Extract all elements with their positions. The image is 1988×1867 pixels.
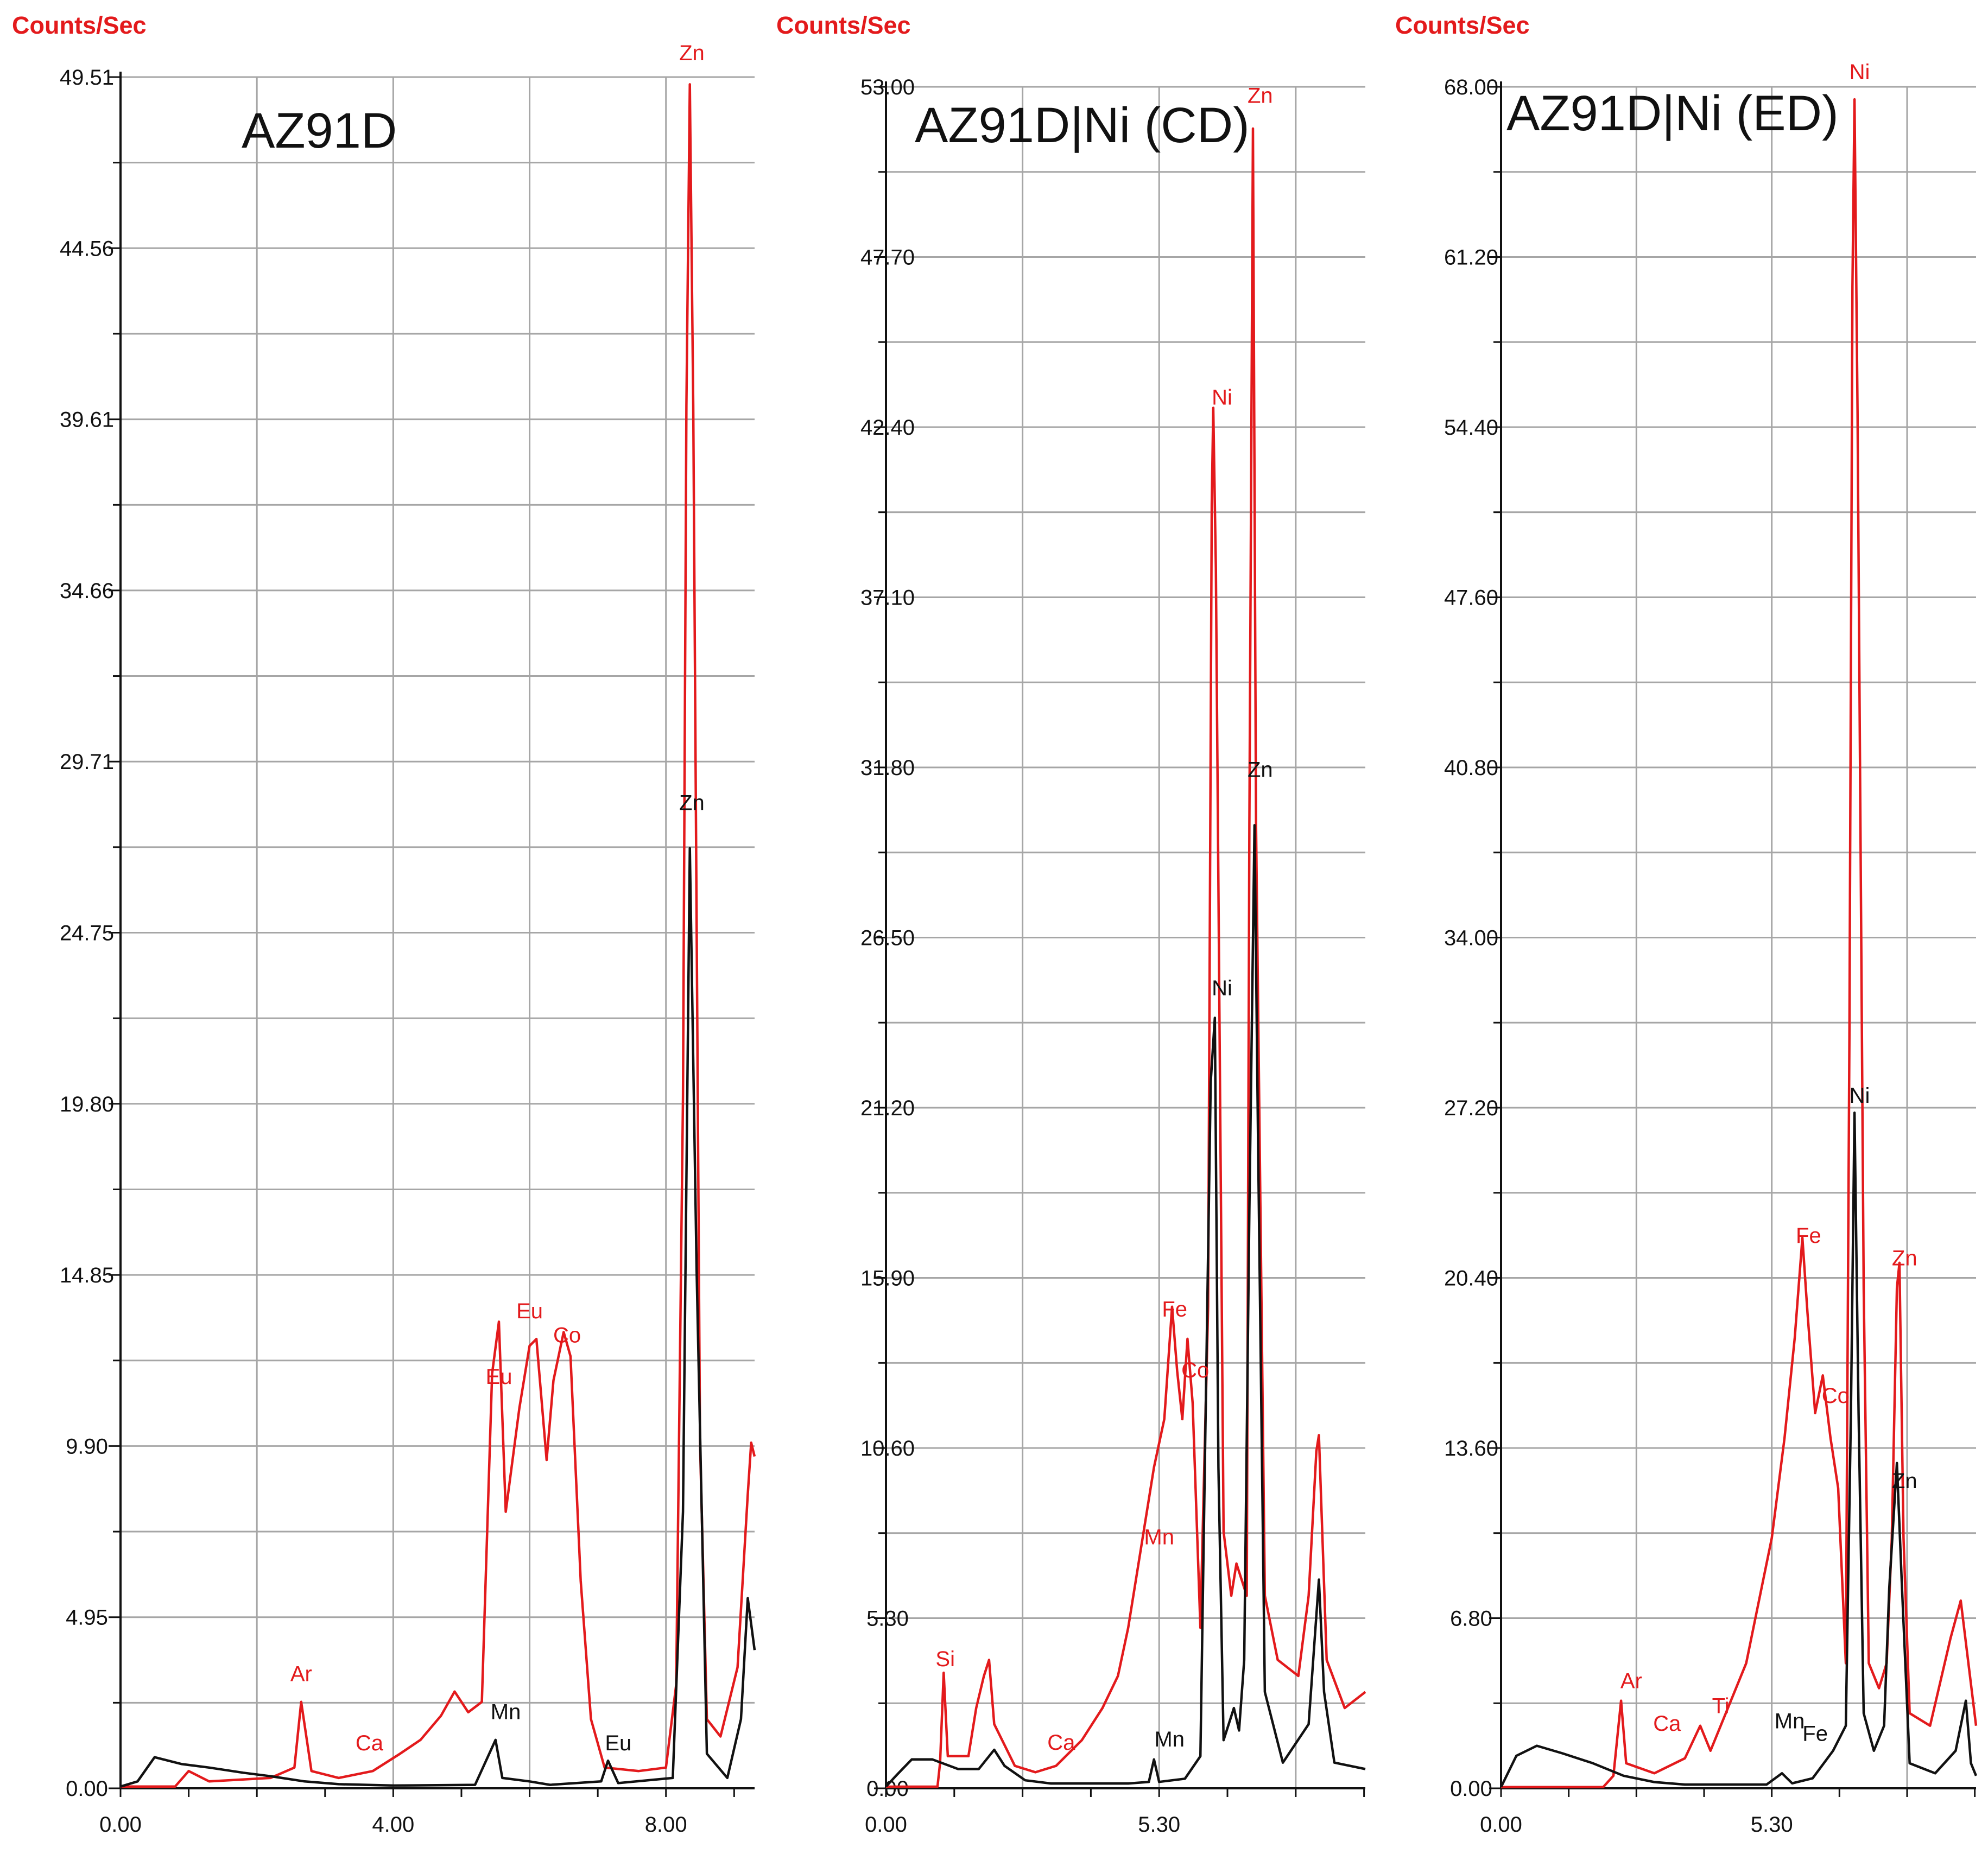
y-tick-label: 27.20 — [1444, 1096, 1498, 1120]
peak-label: Zn — [679, 41, 705, 65]
y-tick-label: 54.40 — [1444, 416, 1498, 440]
y-axis-title: Counts/Sec — [776, 11, 911, 39]
chart-title: AZ91D|Ni (ED) — [1506, 86, 1839, 141]
y-tick-label: 5.30 — [866, 1607, 909, 1631]
spectrum-line-black — [1499, 1111, 1978, 1788]
peak-label: Mn — [1775, 1709, 1805, 1733]
peak-label: Mn — [1154, 1728, 1185, 1751]
y-tick-label: 39.61 — [60, 408, 114, 432]
y-tick-label: 53.00 — [860, 75, 915, 99]
x-tick-label: 0.00 — [1480, 1813, 1522, 1837]
y-tick-label: 68.00 — [1444, 75, 1498, 99]
chart-title: AZ91D — [242, 103, 397, 158]
peak-label: Ar — [290, 1662, 312, 1686]
x-tick-label: 0.00 — [865, 1813, 907, 1837]
peak-label: Co — [553, 1323, 581, 1347]
peak-label: Zn — [1248, 84, 1273, 108]
x-tick-label: 8.00 — [645, 1813, 687, 1837]
peak-label: Co — [1181, 1358, 1209, 1382]
y-tick-label: 34.66 — [60, 579, 114, 603]
y-tick-label: 49.51 — [60, 66, 114, 90]
peak-label: Zn — [679, 791, 705, 815]
y-tick-label: 15.90 — [860, 1267, 915, 1291]
x-tick-label: 5.30 — [1138, 1813, 1180, 1837]
spectrum-line-black — [885, 824, 1366, 1788]
peak-label: Ti — [1712, 1694, 1730, 1718]
y-tick-label: 13.60 — [1444, 1437, 1498, 1460]
y-tick-label: 34.00 — [1444, 926, 1498, 950]
y-tick-label: 9.90 — [66, 1434, 108, 1458]
y-tick-label: 37.10 — [860, 586, 915, 610]
peak-label: Fe — [1162, 1297, 1187, 1321]
peak-label: Si — [935, 1647, 955, 1671]
peak-label: Ni — [1212, 386, 1232, 410]
peak-label: Ca — [356, 1731, 384, 1755]
y-tick-label: 0.00 — [66, 1777, 108, 1801]
y-tick-label: 20.40 — [1444, 1267, 1498, 1291]
peak-label: Mn — [1144, 1525, 1174, 1549]
peak-label: Eu — [486, 1365, 512, 1389]
x-tick-label: 0.00 — [99, 1813, 142, 1837]
y-tick-label: 40.80 — [1444, 756, 1498, 780]
peak-label: Zn — [1892, 1469, 1917, 1493]
y-tick-label: 47.60 — [1444, 586, 1498, 610]
y-tick-label: 14.85 — [60, 1263, 114, 1287]
y-tick-label: 6.80 — [1450, 1607, 1492, 1631]
y-tick-label: 10.60 — [860, 1437, 915, 1460]
y-axis-title: Counts/Sec — [12, 11, 147, 39]
y-tick-label: 21.20 — [860, 1096, 915, 1120]
peak-label: Ni — [1850, 1084, 1870, 1108]
peak-label: Eu — [516, 1299, 543, 1323]
peak-label: Ca — [1653, 1712, 1681, 1736]
x-tick-label: 5.30 — [1751, 1813, 1793, 1837]
y-tick-label: 47.70 — [860, 246, 915, 270]
spectrum-line-red — [886, 127, 1366, 1788]
y-tick-label: 0.00 — [866, 1777, 909, 1801]
spectrum-panel-1: 0.00 4.95 9.90 14.85 19.80 24.75 29.71 34.66 39.… — [12, 11, 756, 1837]
spectrum-line-red — [121, 83, 756, 1788]
peak-label: Zn — [1248, 758, 1273, 782]
spectrum-panel-3: 0.00 6.80 13.60 20.40 27.20 34.00 40.80 47.60 54… — [1395, 11, 1978, 1837]
y-tick-label: 29.71 — [60, 750, 114, 774]
y-tick-label: 31.80 — [860, 756, 915, 780]
y-axis-title: Counts/Sec — [1395, 11, 1530, 39]
y-tick-label: 61.20 — [1444, 246, 1498, 270]
y-tick-label: 42.40 — [860, 416, 915, 440]
spectrum-line-black — [120, 847, 756, 1788]
y-tick-label: 24.75 — [60, 922, 114, 945]
peak-label: Fe — [1796, 1224, 1821, 1248]
y-tick-label: 19.80 — [60, 1093, 114, 1116]
y-tick-label: 0.00 — [1450, 1777, 1492, 1801]
spectrum-panel-2: 0.00 5.30 10.60 15.90 21.20 26.50 31.80 37.10 42… — [776, 11, 1366, 1837]
peak-label: Ca — [1047, 1731, 1075, 1755]
y-tick-label: 4.95 — [66, 1606, 108, 1630]
peak-label: Fe — [1802, 1722, 1828, 1745]
peak-label: Mn — [491, 1700, 521, 1724]
peak-label: Ni — [1850, 60, 1870, 84]
y-tick-label: 26.50 — [860, 926, 915, 950]
peak-label: Co — [1822, 1384, 1850, 1408]
peak-label: Ar — [1620, 1669, 1642, 1693]
x-tick-label: 4.00 — [372, 1813, 414, 1837]
spectrum-line-red — [1501, 98, 1978, 1788]
chart-title: AZ91D|Ni (CD) — [915, 98, 1250, 153]
peak-label: Eu — [605, 1731, 631, 1755]
y-tick-label: 44.56 — [60, 237, 114, 261]
peak-label: Ni — [1212, 976, 1232, 1000]
peak-label: Zn — [1892, 1246, 1917, 1270]
